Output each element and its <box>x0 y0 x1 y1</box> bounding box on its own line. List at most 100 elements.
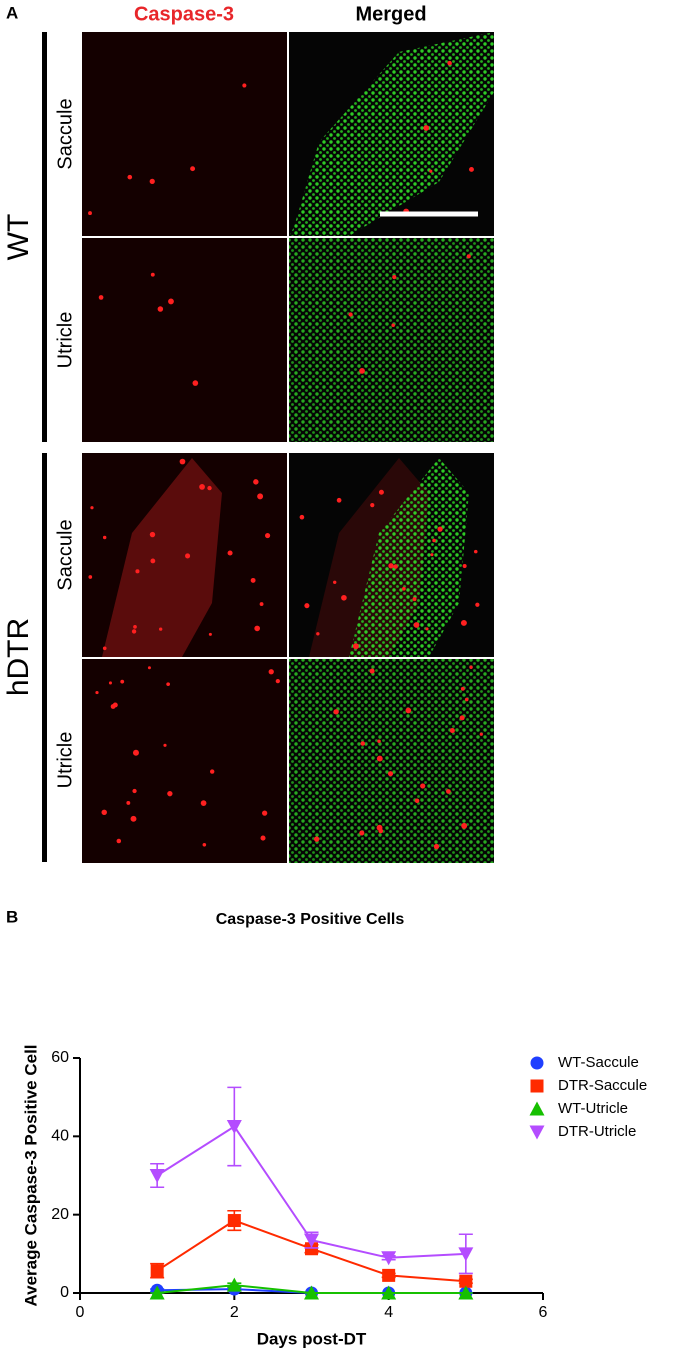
legend-label: DTR-Saccule <box>558 1077 647 1094</box>
point <box>458 1285 474 1300</box>
red-cell <box>262 810 268 816</box>
red-cell <box>253 479 259 485</box>
red-cell <box>116 838 122 844</box>
red-cell <box>98 295 104 300</box>
red-cell <box>185 553 191 559</box>
red-cell <box>387 771 394 777</box>
red-cell <box>359 830 365 836</box>
red-cell <box>377 739 381 744</box>
red-cell <box>250 577 256 583</box>
red-cell <box>257 493 264 500</box>
row-label: Saccule <box>54 98 76 169</box>
red-cell <box>95 690 99 695</box>
red-cell <box>192 380 199 386</box>
red-cell <box>147 666 151 670</box>
tissue-tint <box>102 458 222 657</box>
hair-cells <box>289 32 494 236</box>
red-cell <box>348 312 353 317</box>
red-cell <box>157 306 164 312</box>
red-cell <box>469 665 473 669</box>
group-bar <box>42 32 47 442</box>
x-tick-label: 0 <box>76 1304 85 1321</box>
legend-marker <box>529 1125 545 1140</box>
red-cell <box>437 526 443 532</box>
red-cell <box>459 715 465 721</box>
red-cell <box>429 169 433 173</box>
red-cell <box>130 815 137 822</box>
point <box>304 1233 319 1248</box>
red-cell <box>254 625 261 632</box>
red-cell <box>168 298 174 305</box>
red-cell <box>200 800 207 806</box>
red-cell <box>393 564 398 569</box>
row-label: Saccule <box>54 519 76 590</box>
red-cell <box>401 586 406 591</box>
chart-title: Caspase-3 Positive Cells <box>216 911 405 928</box>
red-cell <box>167 791 173 797</box>
red-cell <box>369 668 375 674</box>
red-cell <box>166 682 170 687</box>
red-cell <box>88 575 93 579</box>
red-cell <box>413 622 420 628</box>
red-cell <box>376 755 383 762</box>
red-cell <box>268 669 274 675</box>
point <box>226 1120 242 1135</box>
red-cell <box>360 741 366 746</box>
point <box>304 1285 319 1300</box>
red-cell <box>158 627 163 631</box>
y-axis-label: Average Caspase-3 Positive Cell <box>21 1044 40 1306</box>
micrograph <box>82 32 287 236</box>
red-cell <box>260 835 266 841</box>
image-background <box>82 659 287 863</box>
x-tick-label: 2 <box>230 1304 239 1321</box>
image-background <box>82 238 287 442</box>
red-cell <box>133 624 137 629</box>
point <box>149 1285 165 1300</box>
hair-cells <box>289 238 494 442</box>
red-cell <box>102 535 107 540</box>
x-tick-label: 4 <box>384 1304 393 1321</box>
red-cell <box>370 503 375 508</box>
red-cell <box>425 627 429 631</box>
red-cell <box>359 368 365 374</box>
red-cell <box>163 743 167 747</box>
red-cell <box>207 485 212 491</box>
red-cell <box>126 800 131 805</box>
red-cell <box>299 514 305 520</box>
point <box>458 1247 474 1262</box>
legend-label: WT-Utricle <box>558 1100 628 1117</box>
point <box>149 1169 165 1183</box>
red-cell <box>102 646 107 651</box>
red-cell <box>341 594 347 601</box>
red-cell <box>242 83 247 88</box>
red-cell <box>475 602 480 607</box>
point <box>381 1251 397 1266</box>
red-cell <box>132 788 137 794</box>
group-label: hDTR <box>2 618 35 696</box>
legend-label: DTR-Utricle <box>558 1123 636 1140</box>
red-cell <box>259 602 264 607</box>
red-cell <box>388 563 394 569</box>
point <box>459 1274 473 1288</box>
x-axis-label: Days post-DT <box>257 1329 367 1348</box>
red-cell <box>333 709 339 715</box>
red-cell <box>110 704 116 709</box>
panel-label: A <box>6 3 18 22</box>
legend-marker <box>529 1101 545 1116</box>
red-cell <box>275 679 280 684</box>
red-cell <box>132 749 139 756</box>
red-cell <box>378 489 384 495</box>
column-header: Merged <box>355 3 426 25</box>
red-cell <box>149 531 156 538</box>
red-cell <box>179 458 186 465</box>
legend-label: WT-Saccule <box>558 1054 639 1071</box>
red-cell <box>405 707 412 714</box>
red-cell <box>420 783 426 789</box>
point <box>227 1214 241 1228</box>
red-cell <box>469 166 474 172</box>
y-tick-label: 60 <box>51 1049 69 1066</box>
point <box>382 1268 396 1282</box>
red-cell <box>466 254 471 259</box>
group-bar <box>42 453 47 862</box>
red-cell <box>199 484 205 490</box>
